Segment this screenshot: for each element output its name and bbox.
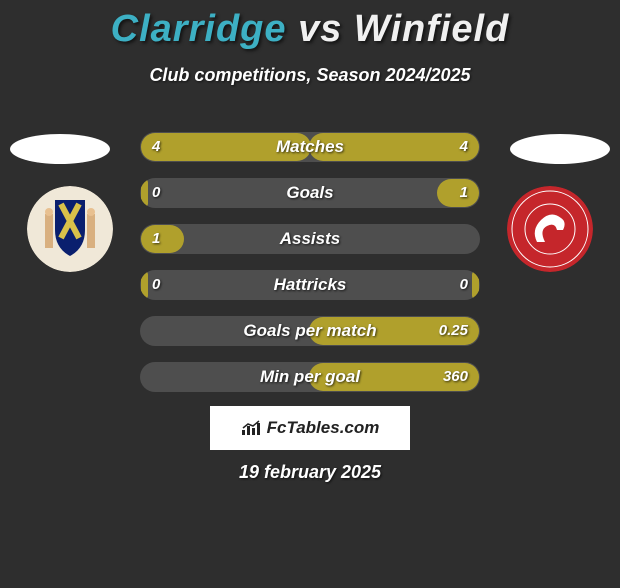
stat-row: Goals0 1 xyxy=(140,178,480,208)
left-club-logo xyxy=(20,186,120,272)
stat-label: Matches xyxy=(140,132,480,162)
stat-value-left: 0 xyxy=(152,270,160,300)
brand-text: FcTables.com xyxy=(267,418,380,438)
stat-value-right: 4 xyxy=(460,132,468,162)
stat-row: Assists1 xyxy=(140,224,480,254)
stat-row: Min per goal360 xyxy=(140,362,480,392)
subtitle: Club competitions, Season 2024/2025 xyxy=(0,65,620,86)
chart-icon xyxy=(241,420,263,436)
vs-text: vs xyxy=(298,8,342,50)
comparison-title: Clarridge vs Winfield xyxy=(0,8,620,51)
horse-crest-icon xyxy=(507,186,593,272)
player-left-name: Clarridge xyxy=(111,8,287,50)
player-right-name: Winfield xyxy=(354,8,509,50)
stat-value-right: 0.25 xyxy=(439,316,468,346)
stat-value-left: 4 xyxy=(152,132,160,162)
brand-badge: FcTables.com xyxy=(210,406,410,450)
stat-value-right: 0 xyxy=(460,270,468,300)
stats-container: Matches44Goals01Assists1Hattricks00Goals… xyxy=(140,132,480,408)
stat-label: Hattricks xyxy=(140,270,480,300)
stat-value-left: 1 xyxy=(152,224,160,254)
stat-value-right: 1 xyxy=(460,178,468,208)
right-club-logo xyxy=(500,186,600,272)
left-crest-oval xyxy=(10,134,110,164)
right-crest-oval xyxy=(510,134,610,164)
shield-icon xyxy=(27,186,113,272)
stat-label: Assists xyxy=(140,224,480,254)
stat-label: Goals per match xyxy=(140,316,480,346)
stat-label: Goals xyxy=(140,178,480,208)
stat-row: Goals per match0.25 xyxy=(140,316,480,346)
stat-row: Matches4 4 xyxy=(140,132,480,162)
date-text: 19 february 2025 xyxy=(0,462,620,483)
stat-label: Min per goal xyxy=(140,362,480,392)
stat-value-left: 0 xyxy=(152,178,160,208)
stat-value-right: 360 xyxy=(443,362,468,392)
stat-row: Hattricks0 0 xyxy=(140,270,480,300)
